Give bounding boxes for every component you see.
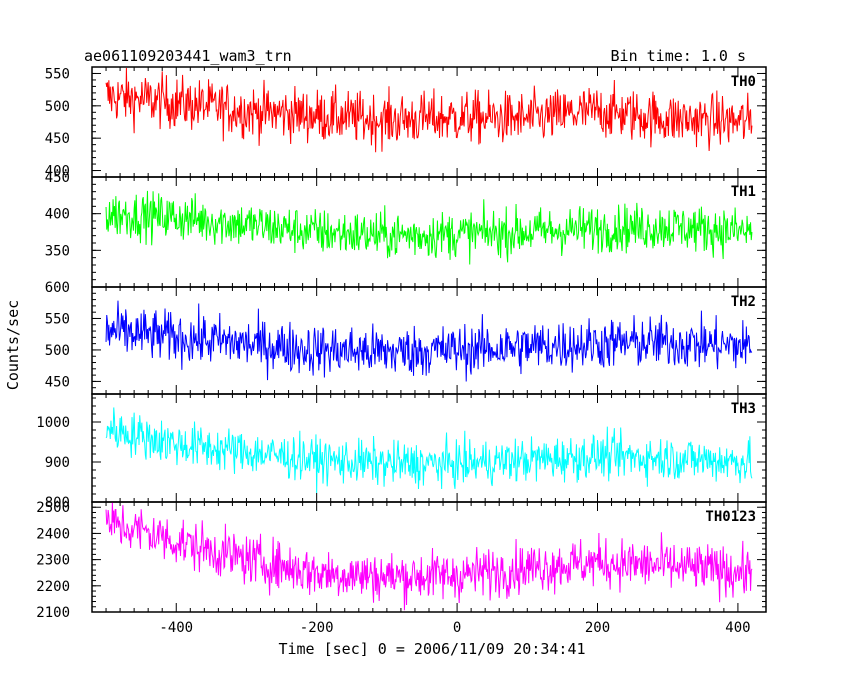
y-tick-label: 600 <box>45 280 70 296</box>
y-tick-label: 2100 <box>36 605 70 621</box>
x-tick-label: 0 <box>453 620 461 636</box>
y-tick-label: 800 <box>45 495 70 511</box>
panel-th0: 400 450 500 550 TH0 <box>45 66 767 180</box>
panel-th3: 800 900 1000 TH3 <box>36 393 767 511</box>
series-line-th2 <box>105 300 753 382</box>
y-tick-label: 2500 <box>36 500 70 516</box>
y-tick-label: 450 <box>45 170 70 186</box>
y-tick-label: 550 <box>45 66 70 82</box>
y-tick-label: 450 <box>45 374 70 390</box>
x-tick-label: -400 <box>159 620 193 636</box>
y-axis-title: Counts/sec <box>4 300 22 390</box>
bin-time-label: Bin time: 1.0 s <box>611 47 746 65</box>
panel-label-th1: TH1 <box>731 184 756 200</box>
panel-label-th3: TH3 <box>731 401 756 417</box>
panel-label-th0123: TH0123 <box>705 509 756 525</box>
panel-label-th2: TH2 <box>731 294 756 310</box>
x-axis-tick-labels: -400 -200 0 200 400 <box>159 620 750 636</box>
y-tick-label: 400 <box>45 164 70 180</box>
panel-label-th0: TH0 <box>731 74 756 90</box>
y-tick-label: 350 <box>45 243 70 259</box>
y-tick-label: 2200 <box>36 579 70 595</box>
y-tick-label: 400 <box>45 207 70 223</box>
chart-title: ae061109203441_wam3_trn <box>84 47 292 65</box>
x-tick-label: -200 <box>300 620 334 636</box>
y-tick-label: 1000 <box>36 415 70 431</box>
panel-frame <box>91 66 767 178</box>
panel-th2: 450 500 550 600 TH2 <box>45 280 767 395</box>
y-tick-label: 450 <box>45 131 70 147</box>
x-tick-label: 200 <box>585 620 610 636</box>
y-tick-label: 900 <box>45 455 70 471</box>
y-tick-label: 2400 <box>36 526 70 542</box>
y-tick-label: 500 <box>45 99 70 115</box>
series-line-th0123 <box>105 502 753 611</box>
panel-th0123: 2100 2200 2300 2400 2500 TH0123 <box>36 500 767 621</box>
series-line-th1 <box>105 190 753 265</box>
y-tick-label: 550 <box>45 311 70 327</box>
series-line-th0 <box>105 68 753 153</box>
x-axis-title: Time [sec] 0 = 2006/11/09 20:34:41 <box>278 640 585 658</box>
y-tick-label: 500 <box>45 343 70 359</box>
series-line-th3 <box>105 407 753 494</box>
y-tick-label: 2300 <box>36 553 70 569</box>
x-tick-label: 400 <box>725 620 750 636</box>
panel-th1: 350 400 450 TH1 <box>45 170 767 288</box>
